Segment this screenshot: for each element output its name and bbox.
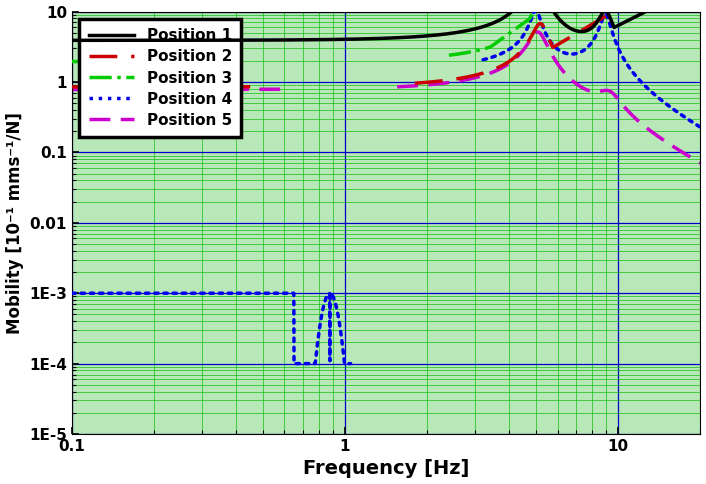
Position 2: [176, 84, 185, 90]
Position 5: [684, 153, 693, 159]
Position 4: [684, 117, 693, 122]
Y-axis label: Mobility [10⁻¹ mms⁻¹/N]: Mobility [10⁻¹ mms⁻¹/N]: [6, 112, 23, 334]
Line: Position 1: Position 1: [72, 0, 700, 40]
Position 5: [176, 87, 185, 92]
Position 4: [696, 124, 705, 130]
Position 2: [68, 84, 76, 90]
Position 3: [139, 59, 148, 64]
Legend: Position 1, Position 2, Position 3, Position 4, Position 5: Position 1, Position 2, Position 3, Posi…: [80, 19, 241, 137]
Position 4: [309, 361, 317, 366]
Position 1: [176, 37, 185, 43]
Line: Position 5: Position 5: [72, 32, 700, 163]
Position 5: [616, 99, 625, 105]
Position 4: [616, 50, 625, 56]
Position 5: [696, 160, 705, 166]
Position 1: [616, 21, 625, 27]
Position 1: [139, 37, 148, 43]
Position 4: [336, 325, 345, 331]
Line: Position 3: Position 3: [72, 0, 700, 61]
Position 1: [336, 36, 345, 42]
Position 5: [68, 87, 76, 92]
Position 4: [176, 290, 185, 296]
Position 5: [139, 87, 148, 92]
Position 1: [68, 37, 76, 43]
Position 2: [616, 4, 625, 10]
Position 3: [176, 59, 185, 64]
Position 4: [139, 290, 148, 296]
Line: Position 2: Position 2: [72, 0, 700, 87]
Position 2: [139, 84, 148, 90]
Position 3: [68, 59, 76, 64]
Position 4: [68, 290, 76, 296]
Line: Position 4: Position 4: [72, 10, 700, 363]
Position 1: [309, 37, 317, 43]
X-axis label: Frequency [Hz]: Frequency [Hz]: [303, 459, 469, 479]
